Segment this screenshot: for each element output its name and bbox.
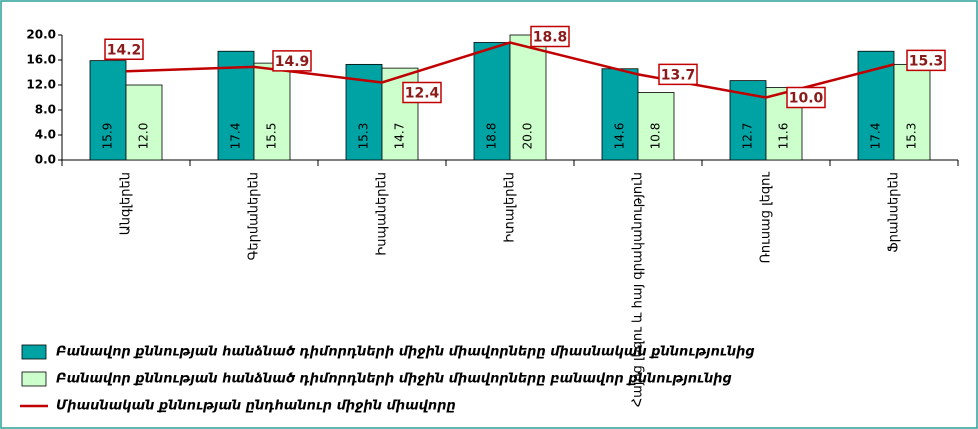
y-tick-label: 12.0: [26, 78, 56, 92]
y-tick-label: 4.0: [35, 128, 56, 142]
line-label-box: [786, 86, 826, 109]
bar-value-label: 12.7: [741, 123, 755, 150]
bar: [253, 62, 291, 161]
bar-value-label: 15.5: [265, 123, 279, 150]
bar-value-label: 15.3: [357, 123, 371, 150]
y-tick-label: 20.0: [26, 28, 56, 42]
line-label-box: [658, 63, 698, 86]
line-value-label: 13.7: [661, 67, 696, 83]
x-tick-label: Հայոց լեզու և հայ գրականություն: [631, 172, 646, 407]
bar-value-label: 10.8: [649, 123, 663, 150]
y-tick-label: 0.0: [35, 153, 56, 167]
bar: [509, 34, 547, 161]
line-label-box: [530, 25, 570, 48]
bar-value-label: 17.4: [869, 123, 883, 150]
legend-label: Բանավոր քննության հանձնած դիմորդների միջ…: [56, 345, 755, 360]
bar-value-label: 15.3: [905, 123, 919, 150]
x-tick-label: Ֆրանսերեն: [887, 172, 902, 253]
line-value-label: 12.4: [405, 86, 440, 102]
bar: [637, 92, 675, 161]
bar-value-label: 17.4: [229, 123, 243, 150]
line-label-box: [906, 49, 946, 72]
line-label-box: [402, 81, 442, 104]
legend-swatch: [21, 344, 47, 360]
line-value-label: 15.3: [909, 53, 944, 69]
line-value-label: 18.8: [533, 30, 568, 46]
bar: [601, 68, 639, 161]
legend-swatch: [21, 371, 47, 387]
x-tick-label: Անգլերեն: [119, 172, 134, 235]
x-tick-label: Իսպաներեն: [375, 172, 390, 256]
bar-value-label: 12.0: [137, 123, 151, 150]
line-series: [125, 41, 895, 99]
bar-value-label: 15.9: [101, 123, 115, 150]
legend-label: Բանավոր քննության հանձնած դիմորդների միջ…: [56, 372, 732, 387]
x-tick-label: Իտալերեն: [503, 172, 518, 243]
x-tick-label: Ռուսաց լեզու: [759, 172, 774, 264]
y-tick-label: 16.0: [26, 53, 56, 67]
bar: [217, 50, 255, 161]
bar-value-label: 18.8: [485, 123, 499, 150]
bar: [89, 60, 127, 161]
bar: [893, 63, 931, 161]
bar-value-label: 14.6: [613, 123, 627, 150]
bar: [125, 84, 163, 161]
bar: [473, 42, 511, 161]
line-value-label: 10.0: [789, 91, 824, 107]
bar-value-label: 11.6: [777, 123, 791, 150]
bar-value-label: 20.0: [521, 123, 535, 150]
y-tick-label: 8.0: [35, 103, 56, 117]
line-value-label: 14.2: [107, 42, 142, 58]
line-label-box: [272, 50, 312, 72]
line-value-label: 14.9: [275, 54, 310, 70]
line-label-box: [104, 38, 144, 60]
legend-label: Միասնական քննության ընդհանուր միջին միավ…: [56, 399, 456, 414]
bar-value-label: 14.7: [393, 123, 407, 150]
x-tick-label: Գերմաներեն: [247, 172, 262, 260]
